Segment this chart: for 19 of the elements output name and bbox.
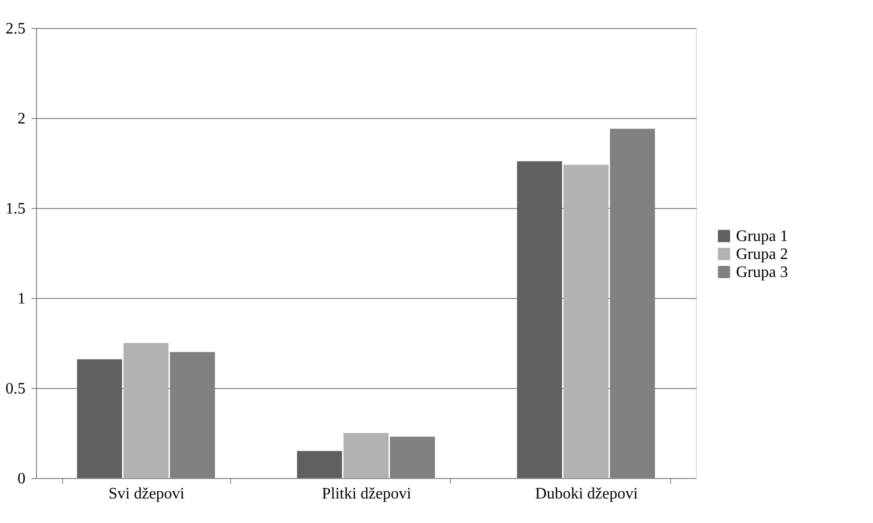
- x-tick-label: Svi džepovi: [108, 486, 186, 502]
- x-tick-label: Plitki džepovi: [322, 486, 412, 502]
- y-tick-label: 1.5: [6, 200, 26, 218]
- legend-label: Grupa 3: [736, 264, 788, 281]
- bar: [564, 164, 608, 478]
- x-tick-label: Duboki džepovi: [535, 486, 638, 502]
- legend-label: Grupa 2: [736, 246, 788, 263]
- y-tick-label: 2.5: [6, 20, 26, 38]
- y-tick-label: 0.5: [6, 380, 26, 398]
- legend-label: Grupa 1: [736, 228, 788, 245]
- bar: [344, 433, 388, 478]
- bar: [77, 359, 122, 478]
- y-tick-label: 0: [18, 470, 26, 488]
- bar: [517, 161, 562, 478]
- bar: [297, 451, 342, 478]
- bar: [390, 436, 435, 478]
- y-tick-label: 2: [18, 110, 26, 128]
- bar: [124, 343, 168, 478]
- y-tick-label: 1: [18, 290, 26, 308]
